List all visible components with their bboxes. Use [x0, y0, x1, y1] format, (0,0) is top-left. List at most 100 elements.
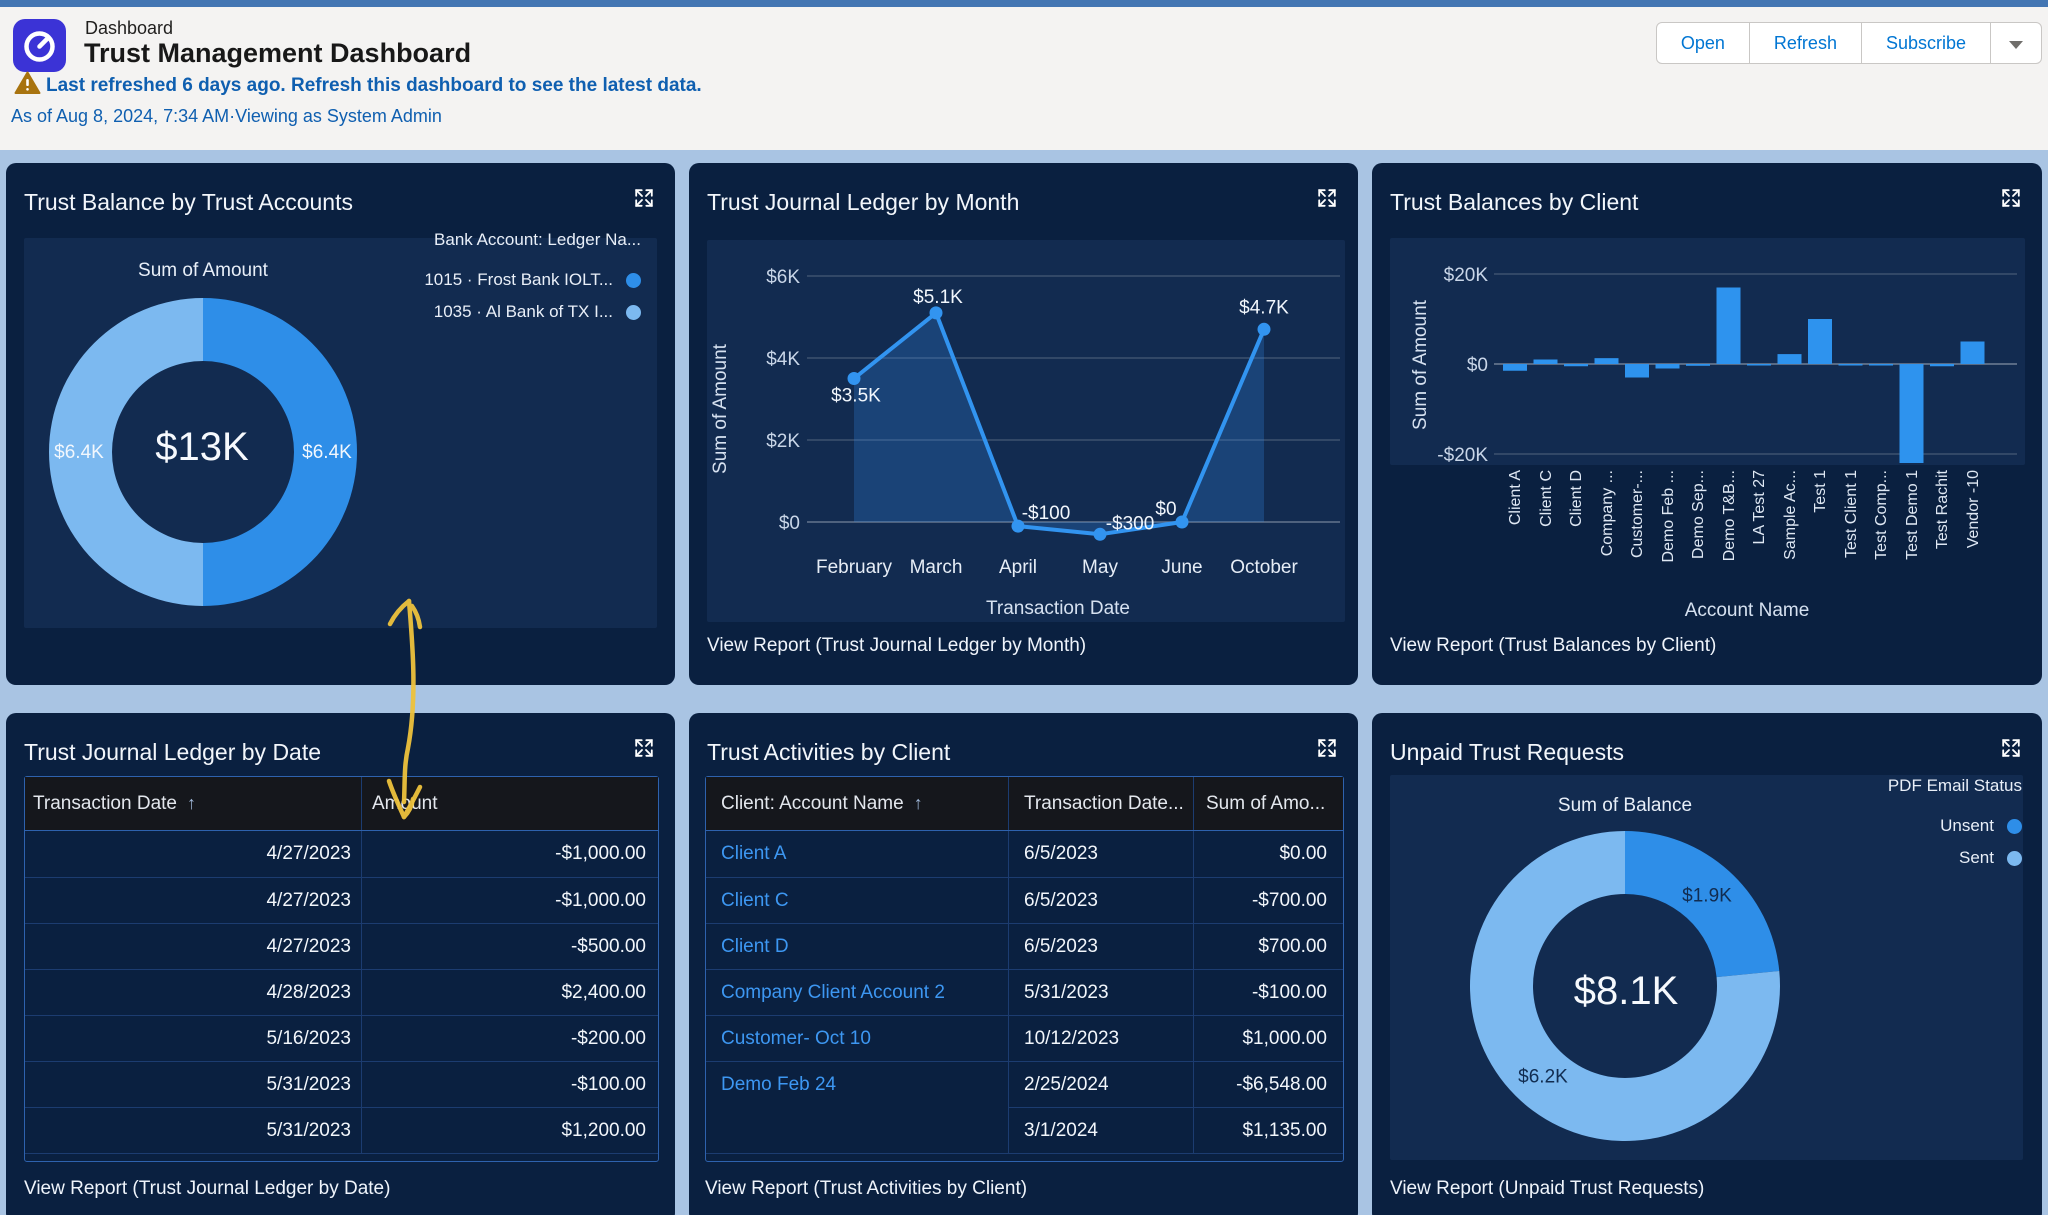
- record-link[interactable]: Client A: [721, 843, 787, 864]
- table-cell: -$500.00: [361, 923, 658, 969]
- table-header-cell[interactable]: Transaction Date...: [1008, 777, 1193, 830]
- legend-title: Bank Account: Ledger Na...: [434, 230, 641, 249]
- bar: [1564, 364, 1588, 367]
- x-axis-category-label: Vendor -10: [1964, 470, 1982, 549]
- point-value-label: $5.1K: [913, 287, 963, 308]
- bar: [1533, 359, 1558, 364]
- expand-icon[interactable]: [633, 737, 655, 762]
- expand-icon[interactable]: [2000, 737, 2022, 762]
- expand-icon[interactable]: [1316, 737, 1338, 762]
- table-header-cell[interactable]: Amount: [361, 777, 658, 830]
- table-header-row: Transaction Date ↑ Amount: [25, 777, 658, 831]
- view-report-link[interactable]: View Report (Trust Journal Ledger by Mon…: [707, 635, 1087, 656]
- table-row: 5/31/2023 $1,200.00: [25, 1107, 658, 1153]
- table-header-cell[interactable]: Sum of Amo...: [1193, 777, 1343, 830]
- expand-icon[interactable]: [1316, 187, 1338, 212]
- slice-value-label: $6.4K: [54, 442, 104, 463]
- widget-title: Trust Activities by Client: [707, 739, 951, 765]
- bar: [1716, 287, 1741, 364]
- y-axis-tick-label: $0: [1467, 355, 1488, 376]
- donut-chart: $1.9K $6.2K: [1470, 831, 1780, 1141]
- table-header-cell[interactable]: Client: Account Name ↑: [721, 793, 923, 814]
- table-partial-row: [25, 1153, 658, 1161]
- x-axis-category-label: Customer-...: [1629, 470, 1646, 559]
- table-row: Client A 6/5/2023 $0.00: [706, 831, 1343, 877]
- legend-title: PDF Email Status: [1887, 776, 2022, 795]
- x-axis-tick-label: June: [1161, 557, 1202, 578]
- open-button[interactable]: Open: [1655, 22, 1750, 64]
- table-cell: Demo Feb 24: [706, 1061, 1008, 1107]
- x-axis-category-label: Demo Sep...: [1690, 470, 1707, 559]
- widget-title: Trust Journal Ledger by Date: [24, 739, 322, 765]
- card-trust-journal-ledger-by-month: Trust Journal Ledger by Month Sum of Amo…: [689, 163, 1358, 685]
- table-cell: [706, 1107, 1008, 1153]
- x-axis-category-label: Client C: [1537, 470, 1555, 527]
- table-row: 4/27/2023 -$500.00: [25, 923, 658, 969]
- donut-slice: [1470, 831, 1780, 1141]
- expand-icon[interactable]: [2000, 187, 2022, 212]
- legend-item: 1035 · Al Bank of TX I...: [424, 296, 641, 328]
- x-axis-tick-label: May: [1082, 557, 1118, 578]
- donut-slice: [1625, 831, 1780, 978]
- legend-item: Sent: [1888, 842, 2022, 874]
- refresh-warning-text[interactable]: Last refreshed 6 days ago. Refresh this …: [46, 75, 702, 96]
- view-report-link[interactable]: View Report (Trust Journal Ledger by Dat…: [24, 1178, 391, 1199]
- table-cell: $700.00: [1193, 923, 1343, 969]
- record-link[interactable]: Customer- Oct 10: [721, 1028, 871, 1049]
- table-header-cell[interactable]: Transaction Date ↑: [33, 793, 196, 814]
- record-link[interactable]: Client D: [721, 936, 789, 957]
- chevron-down-icon: [2009, 40, 2023, 49]
- view-report-link[interactable]: View Report (Trust Activities by Client): [705, 1178, 1028, 1199]
- table-cell: Customer- Oct 10: [706, 1015, 1008, 1061]
- bar: [1869, 364, 1893, 366]
- x-axis-category-label: Demo T&B...: [1720, 470, 1738, 562]
- more-actions-button[interactable]: [1990, 22, 2042, 64]
- line-point: [1093, 527, 1107, 541]
- table-cell: Client D: [706, 923, 1008, 969]
- table-cell: $1,000.00: [1193, 1015, 1343, 1061]
- point-value-label: -$100: [1022, 503, 1071, 524]
- legend-item-label: 1035 · Al Bank of TX I...: [433, 302, 613, 321]
- refresh-button[interactable]: Refresh: [1748, 22, 1862, 64]
- record-link[interactable]: Company Client Account 2: [721, 982, 945, 1003]
- table-cell: 5/31/2023: [25, 1061, 361, 1107]
- table-cell: 4/28/2023: [25, 969, 361, 1015]
- x-axis-tick-label: April: [999, 557, 1037, 578]
- dashboard-header: Dashboard Trust Management Dashboard Las…: [0, 7, 2048, 150]
- widget-title: Trust Balances by Client: [1390, 189, 1639, 215]
- chart-title: Sum of Balance: [1557, 795, 1693, 816]
- table-cell: -$200.00: [361, 1015, 658, 1061]
- table-partial-row: [706, 1153, 1343, 1161]
- table-header-row: Client: Account Name ↑ Transaction Date...…: [706, 777, 1343, 831]
- table-cell: 3/1/2024: [1008, 1107, 1193, 1153]
- bar: [1960, 341, 1985, 364]
- record-link[interactable]: Client C: [721, 890, 789, 911]
- record-link[interactable]: Demo Feb 24: [721, 1074, 837, 1095]
- legend-dot-icon: [2007, 818, 2022, 834]
- table-cell: 4/27/2023: [266, 843, 351, 864]
- y-axis-tick-label: $2K: [766, 431, 800, 452]
- y-axis-tick-label: -$20K: [1437, 445, 1488, 466]
- table-cell: 6/5/2023: [1008, 923, 1193, 969]
- bar: [1686, 364, 1710, 366]
- table-cell: $0.00: [1193, 831, 1343, 877]
- table-cell: $1,135.00: [1193, 1107, 1343, 1153]
- x-axis-category-label: Test Client 1: [1842, 470, 1860, 559]
- bar: [1777, 354, 1802, 364]
- subscribe-button[interactable]: Subscribe: [1860, 22, 1991, 64]
- chart-legend: PDF Email Status Unsent Sent: [1888, 776, 2022, 874]
- sort-asc-icon: ↑: [186, 793, 196, 813]
- x-axis-category-label: Company ...: [1598, 470, 1616, 557]
- table-row: Customer- Oct 10 10/12/2023 $1,000.00: [706, 1015, 1343, 1061]
- donut-chart: $6.4K $6.4K: [49, 298, 357, 606]
- bar: [1747, 364, 1771, 366]
- y-axis-tick-label: $6K: [766, 267, 800, 288]
- view-report-link[interactable]: View Report (Trust Balances by Client): [1390, 635, 1717, 656]
- table-cell: Company Client Account 2: [706, 969, 1008, 1015]
- table-row: 4/28/2023 $2,400.00: [25, 969, 658, 1015]
- as-of-status-text: As of Aug 8, 2024, 7:34 AM·Viewing as Sy…: [11, 106, 442, 126]
- view-report-link[interactable]: View Report (Unpaid Trust Requests): [1390, 1178, 1705, 1199]
- bar: [1503, 364, 1527, 371]
- window-top-strip: [0, 0, 2048, 7]
- expand-icon[interactable]: [633, 187, 655, 212]
